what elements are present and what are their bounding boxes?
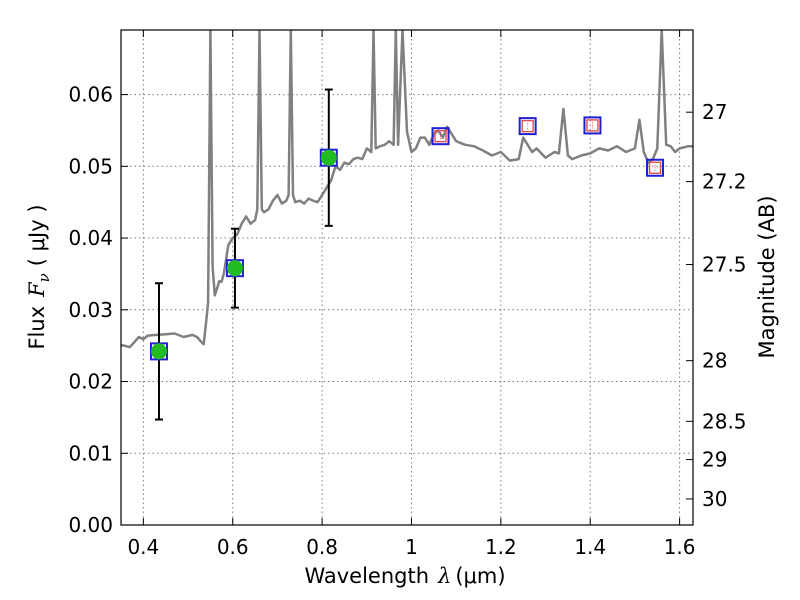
observed-detection-point	[150, 343, 167, 360]
y-tick-label: 0.05	[68, 154, 113, 178]
upper-limit-square	[586, 119, 599, 132]
y-tick-label: 0.02	[68, 370, 113, 394]
plot-frame	[120, 29, 694, 526]
upper-limit-square	[521, 119, 534, 133]
x-axis-label: Wavelength λ (μm)	[304, 564, 505, 588]
y-tick-labels: 0.00 0.01 0.02 0.03 0.04 0.05 0.06	[68, 83, 113, 537]
x-tick-label: 1.6	[664, 535, 696, 559]
y-tick-label: 0.00	[68, 513, 113, 537]
x-tick-label: 0.6	[217, 535, 249, 559]
magnitude-tick-label: 27.5	[702, 253, 747, 277]
magnitude-tick-label: 29	[702, 448, 727, 472]
observed-detection-point	[320, 149, 337, 166]
y-tick-label: 0.01	[68, 441, 113, 465]
observed-detection-point	[226, 260, 243, 277]
upper-limit-square	[648, 161, 662, 174]
y-axis-label: FluxFν( μJy )	[25, 204, 53, 349]
spectrum-line	[121, 30, 693, 349]
marker-layer	[149, 88, 665, 421]
model-photometry-square	[646, 158, 665, 177]
magnitude-tick-label: 27	[702, 100, 727, 124]
y-tick-label: 0.04	[68, 226, 113, 250]
x-tick-label: 1.2	[485, 535, 517, 559]
upper-limit-square	[434, 129, 447, 143]
magnitude-tick-label: 27.2	[702, 170, 747, 194]
x-tick-labels: 0.4 0.6 0.8 1 1.2 1.4 1.6	[127, 535, 695, 559]
x-tick-label: 0.4	[127, 535, 159, 559]
grid	[121, 30, 693, 526]
y-tick-label: 0.03	[68, 298, 113, 322]
x-tick-label: 1	[405, 535, 418, 559]
model-photometry-square	[431, 127, 450, 146]
magnitude-tick-label: 30	[702, 487, 727, 511]
magnitude-tick-label: 28	[702, 349, 727, 373]
magnitude-axis-label: Magnitude (AB)	[755, 195, 779, 358]
x-tick-label: 1.4	[574, 535, 606, 559]
spectrum-layer	[121, 30, 693, 349]
model-photometry-square	[583, 116, 602, 135]
y-tick-label: 0.06	[68, 83, 113, 107]
magnitude-tick-label: 28.5	[702, 409, 747, 433]
magnitude-tick-labels: 27 27.2 27.5 28 28.5 29 30	[702, 100, 747, 511]
x-tick-label: 0.8	[306, 535, 338, 559]
model-photometry-square	[518, 117, 537, 136]
